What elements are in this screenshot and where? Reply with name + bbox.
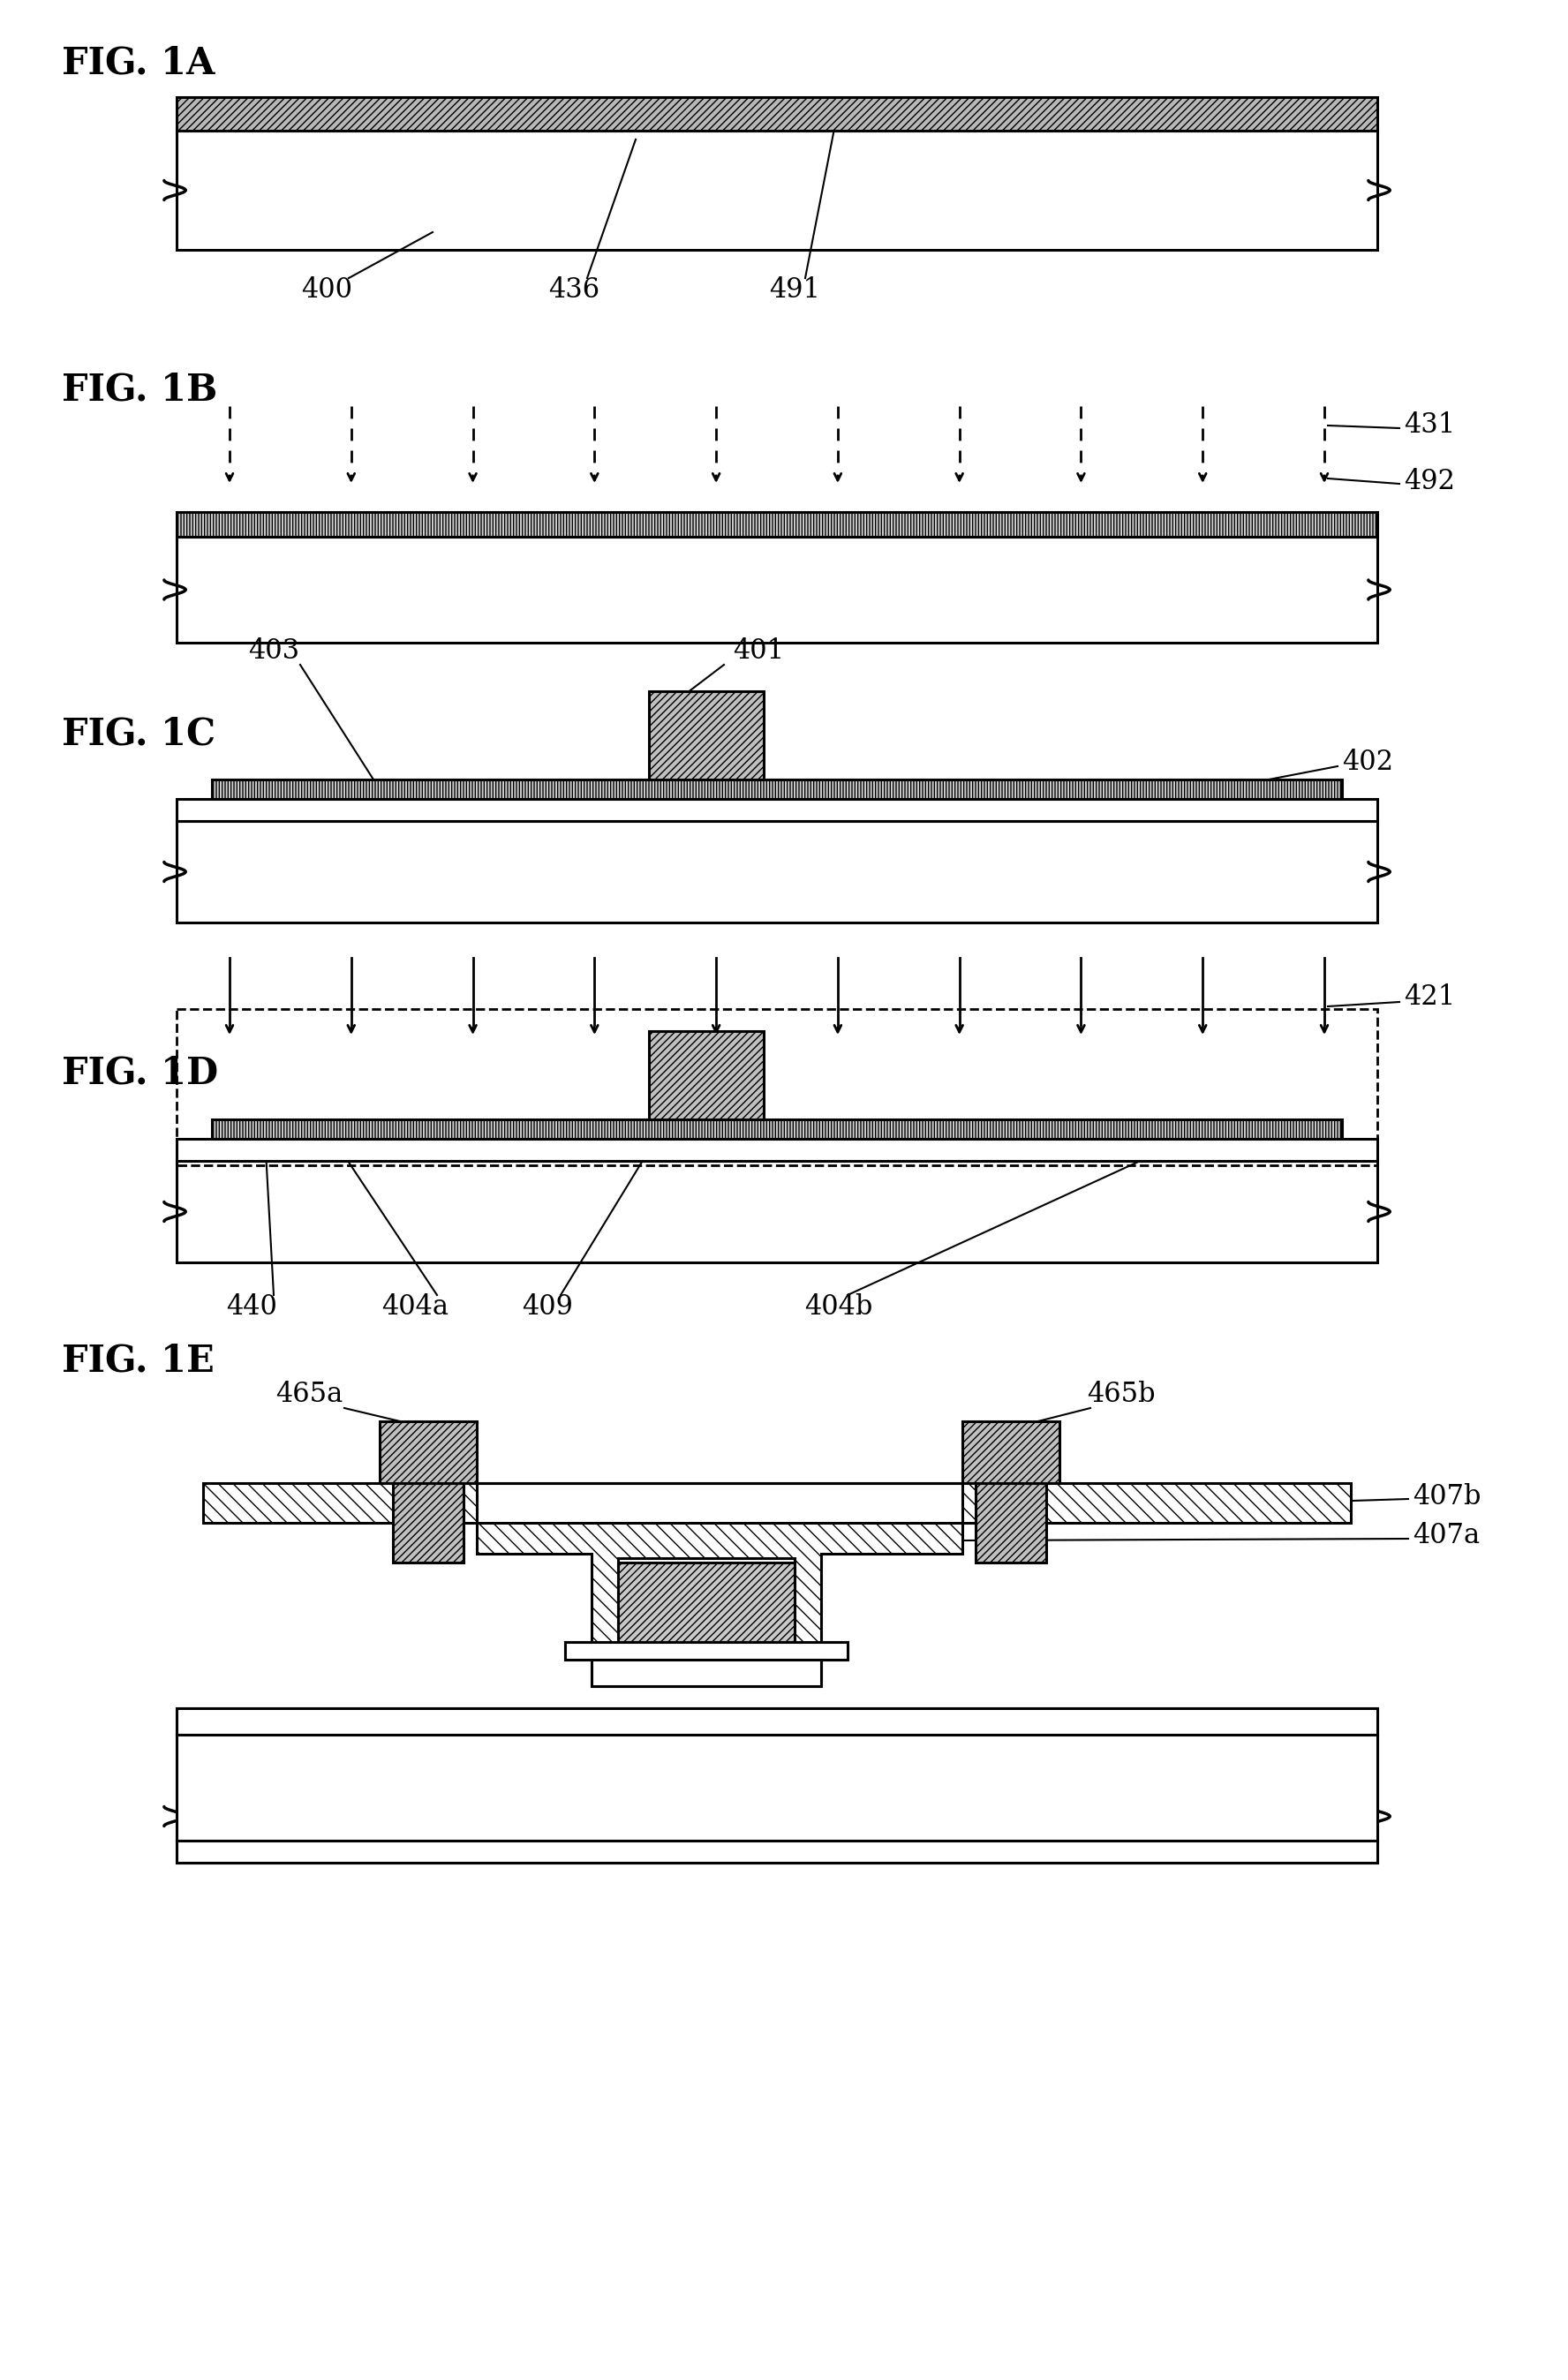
Bar bbox=[177, 1735, 1377, 1840]
Bar bbox=[177, 800, 1377, 821]
Text: 401: 401 bbox=[732, 638, 784, 664]
Bar bbox=[177, 821, 1377, 923]
Text: 465b: 465b bbox=[1087, 1380, 1156, 1409]
Text: 440: 440 bbox=[226, 1292, 278, 1321]
Text: FIG. 1D: FIG. 1D bbox=[61, 1054, 218, 1092]
Text: 407a: 407a bbox=[1413, 1523, 1480, 1549]
Bar bbox=[177, 1840, 1377, 1864]
Text: 404a: 404a bbox=[381, 1292, 448, 1321]
Text: 404b: 404b bbox=[804, 1292, 873, 1321]
Text: 400: 400 bbox=[301, 276, 353, 305]
Text: 421: 421 bbox=[1403, 983, 1455, 1012]
Text: 409: 409 bbox=[522, 1292, 572, 1321]
Text: FIG. 1A: FIG. 1A bbox=[61, 45, 215, 81]
Bar bbox=[975, 1483, 1046, 1564]
Bar bbox=[177, 512, 1377, 538]
Bar bbox=[394, 1483, 464, 1564]
Bar bbox=[177, 1138, 1377, 1161]
Polygon shape bbox=[204, 1483, 1350, 1523]
Bar bbox=[649, 1031, 764, 1119]
Text: 436: 436 bbox=[549, 276, 599, 305]
Text: FIG. 1B: FIG. 1B bbox=[61, 371, 218, 407]
Bar bbox=[177, 1009, 1377, 1166]
Text: FIG. 1E: FIG. 1E bbox=[61, 1342, 215, 1378]
Bar bbox=[379, 1421, 477, 1483]
Text: 403: 403 bbox=[248, 638, 299, 664]
Bar bbox=[177, 98, 1377, 131]
Bar bbox=[177, 1709, 1377, 1735]
Polygon shape bbox=[477, 1523, 963, 1647]
Bar bbox=[212, 1119, 1342, 1138]
Bar bbox=[177, 1709, 1377, 1735]
Bar bbox=[177, 538, 1377, 643]
Text: 431: 431 bbox=[1403, 412, 1455, 440]
Bar bbox=[564, 1642, 848, 1659]
Bar bbox=[177, 1161, 1377, 1261]
Bar bbox=[591, 1659, 822, 1685]
Text: 492: 492 bbox=[1403, 466, 1455, 495]
Text: 491: 491 bbox=[768, 276, 820, 305]
Text: FIG. 1C: FIG. 1C bbox=[61, 714, 215, 752]
Bar bbox=[618, 1564, 795, 1642]
Bar bbox=[212, 781, 1342, 800]
Bar bbox=[177, 1840, 1377, 1864]
Bar bbox=[177, 1735, 1377, 1840]
Bar bbox=[649, 690, 764, 781]
Text: 407b: 407b bbox=[1413, 1483, 1482, 1509]
Bar bbox=[618, 1564, 795, 1642]
Bar bbox=[591, 1659, 822, 1685]
Text: 402: 402 bbox=[1342, 747, 1394, 776]
Bar bbox=[963, 1421, 1060, 1483]
Bar bbox=[564, 1642, 848, 1659]
Bar bbox=[177, 131, 1377, 250]
Text: 465a: 465a bbox=[276, 1380, 343, 1409]
